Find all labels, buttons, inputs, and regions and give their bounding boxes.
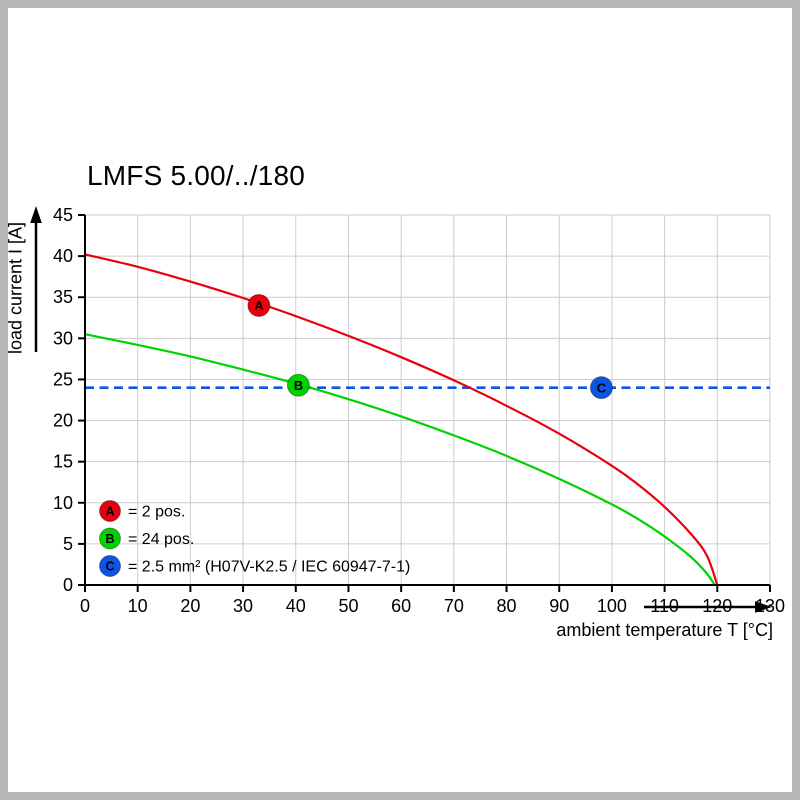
marker-B: B xyxy=(286,373,310,397)
marker-A-letter: A xyxy=(254,298,264,313)
x-tick-label: 40 xyxy=(286,596,306,616)
x-tick-label: 60 xyxy=(391,596,411,616)
legend-C-label: = 2.5 mm² (H07V-K2.5 / IEC 60947-7-1) xyxy=(128,559,410,576)
marker-B-letter: B xyxy=(294,378,303,393)
marker-C: C xyxy=(589,376,613,400)
x-axis-label: ambient temperature T [°C] xyxy=(556,620,773,640)
legend-A-circle-icon xyxy=(99,500,121,522)
legend-B-label: = 24 pos. xyxy=(128,531,194,548)
markers: A B C xyxy=(247,293,613,400)
y-tick-label: 20 xyxy=(53,411,73,431)
legend-C-circle-icon xyxy=(99,555,121,577)
y-tick-label: 35 xyxy=(53,287,73,307)
chart-title: LMFS 5.00/../180 xyxy=(87,160,305,191)
axes: 0 5 10 15 20 25 30 35 40 45 0 10 20 30 40 50 60 70 80 90 100… xyxy=(53,205,785,616)
legend-A-letter: A xyxy=(105,505,114,519)
x-tick-label: 100 xyxy=(597,596,627,616)
x-tick-label: 30 xyxy=(233,596,253,616)
y-tick-label: 0 xyxy=(63,575,73,595)
grid xyxy=(84,214,771,586)
legend-B-circle-icon xyxy=(99,527,121,550)
x-tick-label: 90 xyxy=(549,596,569,616)
legend-A-label: = 2 pos. xyxy=(128,504,185,521)
x-tick-label: 50 xyxy=(338,596,358,616)
x-arrow-head-icon xyxy=(755,601,772,613)
marker-A: A xyxy=(247,293,271,317)
series-B-curve xyxy=(84,333,716,586)
axis-arrows xyxy=(30,206,772,613)
y-arrow-head-icon xyxy=(30,206,42,223)
x-tick-label: 0 xyxy=(80,596,90,616)
legend-item-A: A = 2 pos. xyxy=(99,500,185,522)
y-tick-label: 30 xyxy=(53,328,73,348)
marker-C-circle-icon xyxy=(589,376,613,400)
series xyxy=(84,253,770,586)
y-tick-label: 15 xyxy=(53,452,73,472)
series-A-curve xyxy=(84,253,719,586)
marker-A-circle-icon xyxy=(247,293,271,317)
x-tick-label: 80 xyxy=(497,596,517,616)
x-tick-label: 70 xyxy=(444,596,464,616)
legend-item-B: B = 24 pos. xyxy=(99,527,194,550)
y-tick-label: 25 xyxy=(53,369,73,389)
x-tick-label: 20 xyxy=(180,596,200,616)
marker-B-circle-icon xyxy=(286,373,310,397)
y-axis-label: load current I [A] xyxy=(5,221,26,355)
x-tick-label: 130 xyxy=(755,596,785,616)
y-tick-label: 45 xyxy=(53,205,73,225)
legend: A = 2 pos. B = 24 pos. C = 2.5 mm² (H07V-K2.5… xyxy=(99,500,410,577)
y-tick-label: 5 xyxy=(63,534,73,554)
legend-B-letter: B xyxy=(105,532,114,546)
y-tick-label: 10 xyxy=(53,493,73,513)
x-tick-label: 10 xyxy=(128,596,148,616)
marker-C-letter: C xyxy=(597,380,607,395)
legend-C-letter: C xyxy=(105,560,114,574)
legend-item-C: C = 2.5 mm² (H07V-K2.5 / IEC 60947-7-1) xyxy=(99,555,410,577)
y-tick-label: 40 xyxy=(53,246,73,266)
